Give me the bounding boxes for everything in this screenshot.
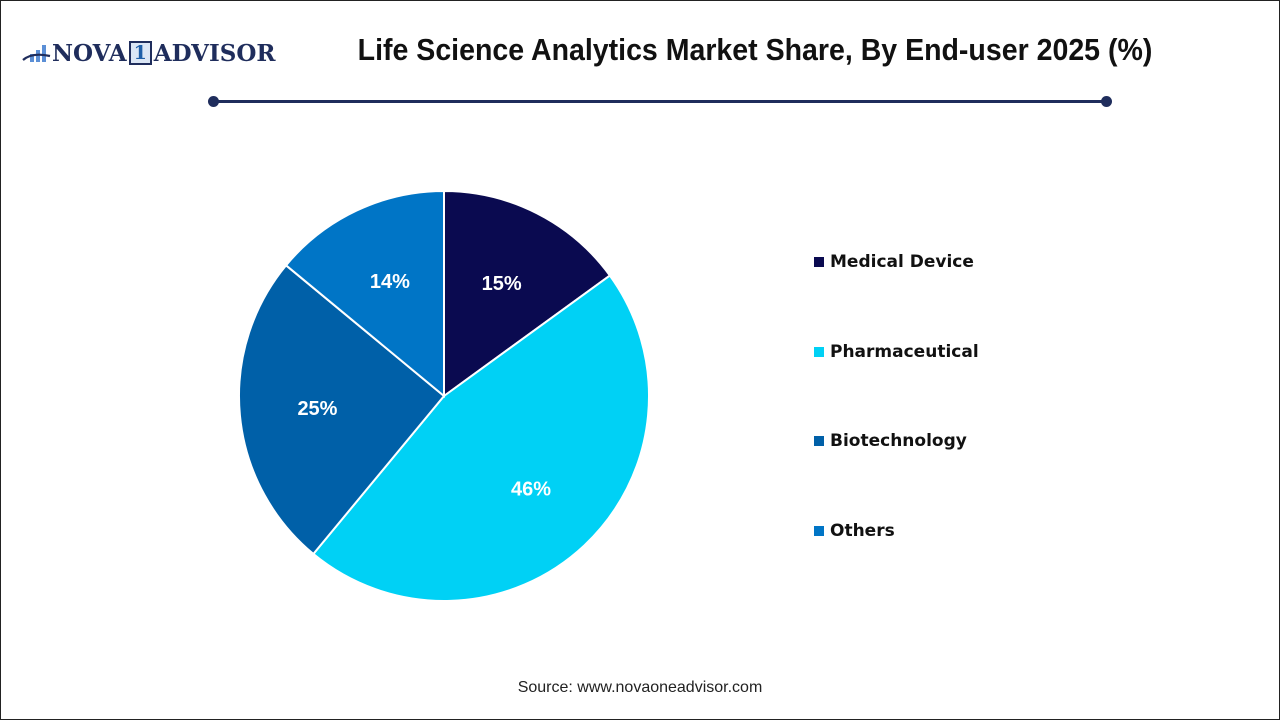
underline-dot-right	[1101, 96, 1112, 107]
legend-item-medical-device: Medical Device	[814, 252, 974, 272]
legend-label: Pharmaceutical	[830, 342, 979, 362]
legend-item-biotechnology: Biotechnology	[814, 431, 967, 451]
slice-value-label: 14%	[370, 271, 410, 293]
legend-swatch	[814, 526, 824, 536]
pie-slice-biotechnology	[238, 263, 446, 556]
logo: NOVA 1 ADVISOR	[22, 38, 276, 68]
underline-dot-left	[208, 96, 219, 107]
logo-text: NOVA 1 ADVISOR	[52, 40, 276, 67]
legend-label: Medical Device	[830, 252, 974, 272]
pie-slice-pharmaceutical	[311, 274, 650, 602]
slice-value-label: 15%	[482, 273, 522, 295]
legend-swatch	[814, 347, 824, 357]
source-note: Source: www.novaoneadvisor.com	[517, 679, 763, 696]
logo-text-nova: NOVA	[52, 39, 127, 67]
logo-box-one: 1	[128, 41, 152, 65]
pie-slice-medical-device	[443, 189, 612, 398]
legend-item-others: Others	[814, 521, 895, 541]
slice-value-label: 25%	[297, 398, 337, 420]
legend-label: Others	[830, 521, 895, 541]
pie-slice-others	[284, 189, 445, 399]
bar-chart-swoosh-icon	[22, 45, 51, 62]
logo-text-advisor: ADVISOR	[153, 39, 276, 67]
legend-swatch	[814, 257, 824, 267]
legend-item-pharmaceutical: Pharmaceutical	[814, 342, 979, 362]
slice-value-label: 46%	[511, 479, 551, 501]
chart-title: Life Science Analytics Market Share, By …	[357, 32, 1153, 67]
title-underline	[213, 100, 1106, 103]
legend-swatch	[814, 436, 824, 446]
legend-label: Biotechnology	[830, 431, 967, 451]
